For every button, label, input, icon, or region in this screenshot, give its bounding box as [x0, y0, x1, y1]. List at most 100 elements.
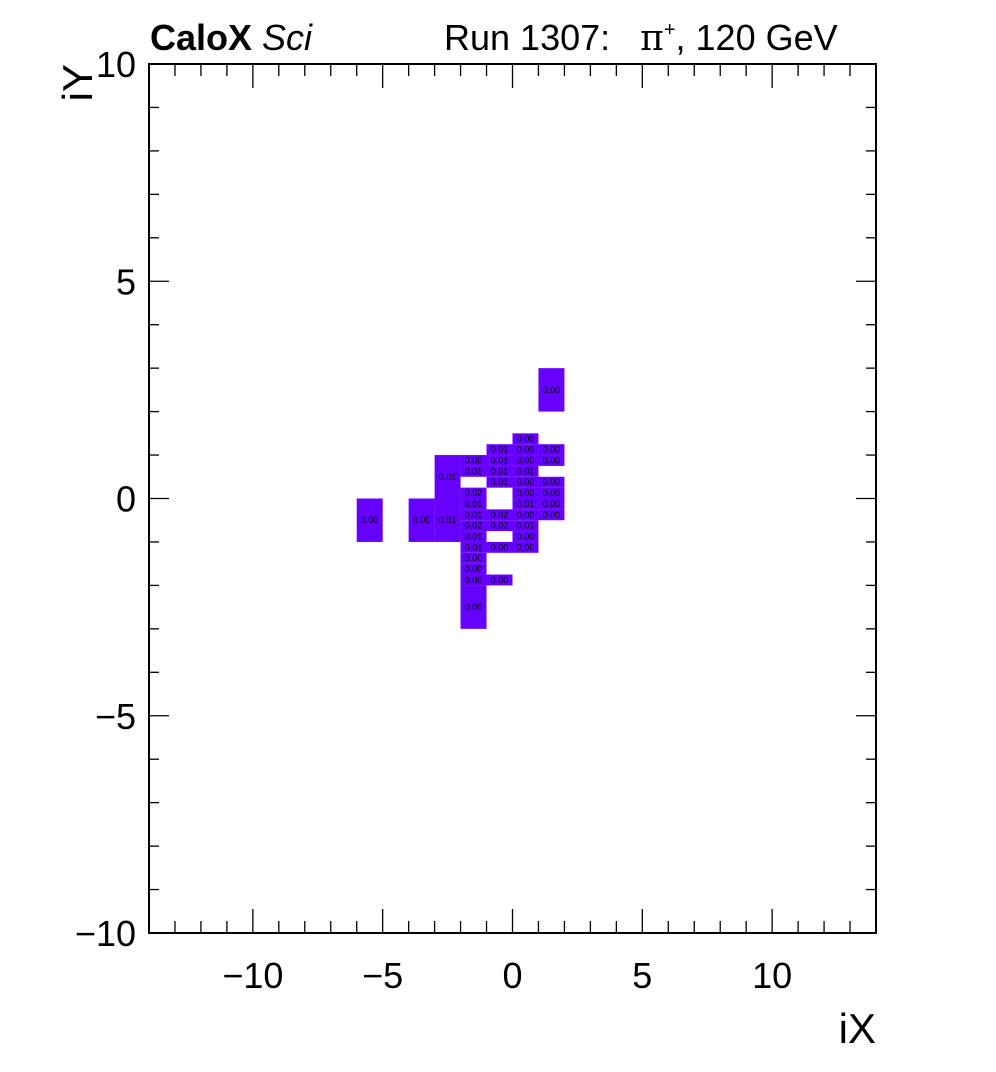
heatmap-cell-label: 0.00	[517, 542, 535, 552]
heatmap-cell-label: 0.01	[465, 532, 483, 542]
x-tick-label: −5	[362, 955, 403, 996]
heatmap-cell	[460, 520, 487, 532]
heatmap-cell-label: 0.01	[465, 510, 483, 520]
heatmap-cell-labels: 0.00 0.00 0.010.010.000.000.000.010.020.01…	[361, 385, 560, 612]
heatmap-cell	[408, 498, 435, 542]
heatmap-cell	[460, 487, 487, 499]
heatmap-cell-label: 0.00	[491, 542, 509, 552]
heatmap-cell-label: 0.00	[543, 445, 561, 455]
brand-sub-label: Sci	[262, 17, 313, 58]
heatmap-cell-label: 0.00	[465, 564, 483, 574]
heatmap-cell	[512, 541, 539, 553]
brand-label: CaloX	[150, 17, 253, 58]
x-axis-label: iX	[839, 1005, 876, 1052]
particle-label: π	[640, 18, 664, 59]
y-tick-label: 10	[96, 44, 136, 85]
heatmap-cell-label: 0.01	[465, 466, 483, 476]
energy-label: , 120 GeV	[675, 17, 838, 58]
heatmap-cell	[486, 520, 513, 532]
x-tick-label: 10	[752, 955, 792, 996]
heatmap-cell-label: 0.00	[543, 499, 561, 509]
heatmap-cell	[460, 509, 487, 521]
heatmap-cell	[538, 368, 565, 412]
heatmap-cell-label: 0.00	[465, 553, 483, 563]
x-tick-label: 0	[502, 955, 522, 996]
heatmap-cell-label: 0.01	[465, 542, 483, 552]
heatmap-cell	[538, 487, 565, 499]
heatmap-cell	[460, 563, 487, 575]
run-label: Run 1307:	[444, 17, 611, 58]
heatmap-cell	[460, 531, 487, 542]
heatmap-cell-label: 0.01	[439, 515, 457, 525]
y-tick-label: −5	[95, 696, 136, 737]
heatmap-cell	[486, 509, 513, 521]
axis-tick-labels: −10 −5 0 5 10 −10 −5 0 5 10	[75, 44, 792, 996]
heatmap-cell-label: 0.00	[413, 515, 431, 525]
heatmap-cell-label: 0.02	[491, 510, 509, 520]
heatmap-cell	[460, 574, 487, 586]
heatmap-cell-label: 0.01	[491, 455, 509, 465]
heatmap-cell	[512, 487, 539, 499]
heatmap-cell-label: 0.00	[491, 575, 509, 585]
heatmap-cell-label: 0.00	[517, 488, 535, 498]
heatmap-cell-label: 0.00	[361, 515, 379, 525]
chart-header-brand: CaloX Sci	[150, 18, 312, 58]
heatmap-cell-label: 0.00	[465, 575, 483, 585]
heatmap-cell-label: 0.01	[517, 466, 535, 476]
plot-frame	[148, 63, 877, 934]
heatmap-cell	[538, 444, 565, 456]
heatmap-cell-label: 0.00	[543, 477, 561, 487]
heatmap-cells	[356, 368, 565, 629]
heatmap-cell	[486, 444, 513, 456]
charge-label: +	[663, 19, 676, 41]
heatmap-cell-label: 0.01	[491, 445, 509, 455]
x-tick-label: 5	[632, 955, 652, 996]
heatmap-cell-label: 0.02	[465, 488, 483, 498]
heatmap-cell	[486, 465, 513, 477]
heatmap-cell	[486, 574, 513, 586]
heatmap-cell-label: 0.00	[517, 445, 535, 455]
heatmap-cell	[512, 444, 539, 456]
heatmap-cell	[512, 465, 539, 477]
heatmap-cell-label: 0.00	[517, 455, 535, 465]
y-tick-label: 5	[116, 261, 136, 302]
heatmap-cell-label: 0.00	[543, 510, 561, 520]
heatmap-cell	[512, 498, 539, 510]
heatmap-cell	[460, 455, 487, 466]
heatmap-cell-label: 0.01	[439, 472, 457, 482]
heatmap-cell	[486, 476, 513, 488]
chart-header-run: Run 1307: π+, 120 GeV	[444, 18, 838, 64]
x-tick-label: −10	[222, 955, 283, 996]
heatmap-cell-label: 0.00	[517, 434, 535, 444]
heatmap-cell	[434, 498, 461, 542]
heatmap-cell	[512, 455, 539, 466]
heatmap-cell-label: 0.02	[491, 521, 509, 531]
heatmap-cell	[538, 455, 565, 466]
heatmap-cell	[538, 498, 565, 510]
heatmap-cell-label: 0.00	[543, 455, 561, 465]
heatmap-cell-label: 0.00	[543, 488, 561, 498]
heatmap-cell	[512, 433, 539, 445]
axis-ticks	[149, 64, 876, 933]
heatmap-cell	[486, 455, 513, 466]
heatmap-cell	[512, 509, 539, 521]
heatmap-cell-label: 0.01	[491, 466, 509, 476]
heatmap-cell	[538, 476, 565, 488]
y-axis-label: iY	[54, 64, 101, 101]
heatmap-cell-label: 0.00	[517, 477, 535, 487]
heatmap-cell	[460, 552, 487, 564]
heatmap-cell-label: 0.00	[517, 510, 535, 520]
heatmap-cell	[538, 509, 565, 521]
heatmap-cell-label: 0.00	[517, 532, 535, 542]
heatmap-cell	[460, 541, 487, 553]
heatmap-cell-label: 0.01	[465, 499, 483, 509]
heatmap-cell-label: 0.01	[517, 521, 535, 531]
heatmap-cell	[460, 498, 487, 510]
y-tick-label: −10	[75, 913, 136, 954]
heatmap-cell-label: 0.00	[465, 455, 483, 465]
heatmap-cell	[512, 531, 539, 542]
heatmap-cell	[512, 520, 539, 532]
y-tick-label: 0	[116, 479, 136, 520]
heatmap-cell	[486, 541, 513, 553]
